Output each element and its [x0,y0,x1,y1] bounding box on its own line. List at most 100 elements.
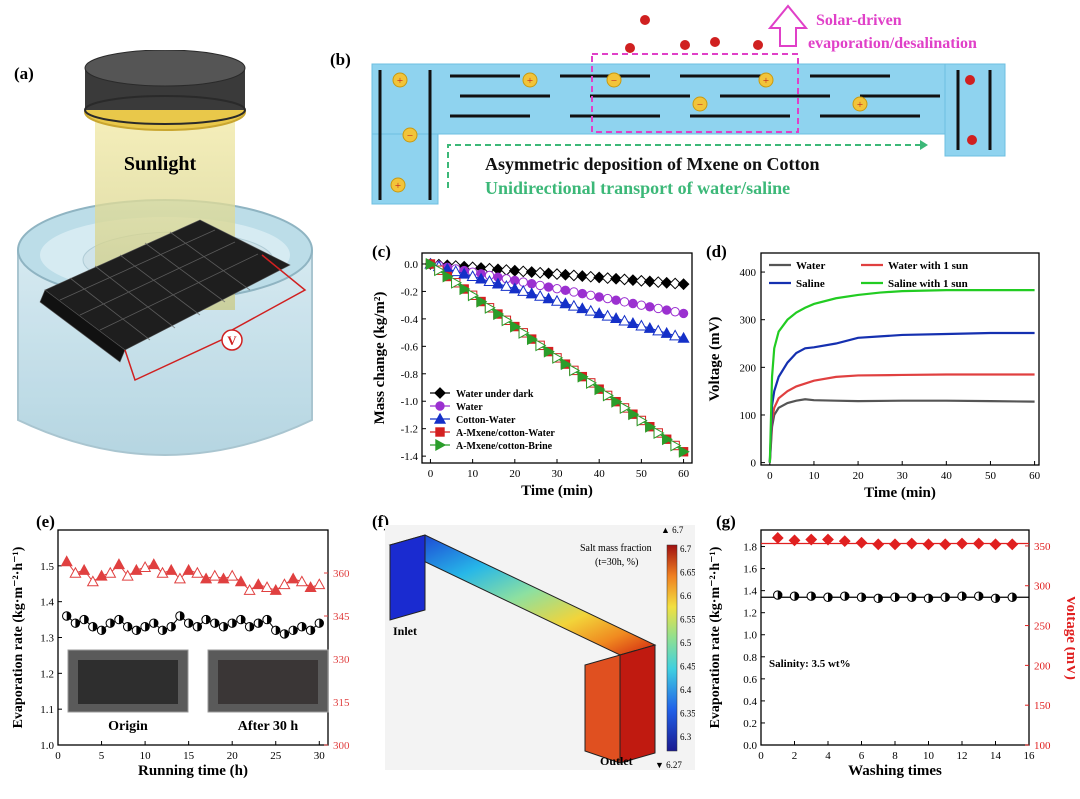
data-point [510,320,522,333]
y2-tick-label: 350 [1034,541,1051,553]
data-point [643,321,656,333]
x-tick-label: 5 [99,750,105,762]
panel-a-illustration: Sunlight V [17,50,313,456]
data-point [670,307,680,317]
data-point [526,279,537,289]
data-point [78,563,91,575]
x-tick-label: 30 [552,468,564,480]
plot-frame [760,252,1040,466]
x-tick-label: 30 [897,470,909,482]
y2-tick-label: 315 [333,697,350,709]
panel-g-label: (g) [716,512,736,531]
transport-arrow [447,144,920,188]
data-point [584,304,597,316]
y-axis-label: Mass change (kg/m²) [372,292,388,425]
data-point-half [127,622,132,631]
data-point-half [110,618,115,628]
y-tick-label: -0.6 [401,341,419,353]
y-tick-label: 1.0 [743,630,757,642]
legend-tick: 6.4 [680,685,692,695]
data-point-half [794,591,799,601]
data-point [466,270,479,282]
data-point [593,271,606,284]
svg-text:−: − [697,99,703,111]
x-tick-label: 12 [957,750,968,762]
data-point [542,267,555,280]
data-point [645,302,655,312]
data-point [534,266,547,279]
panel-b-label: (b) [330,50,351,69]
data-point [610,272,622,285]
data-point [956,537,968,550]
series-line-Water [768,398,1035,463]
data-point [525,266,538,278]
svg-text:+: + [857,99,863,111]
y-tick-label: -0.4 [401,314,419,326]
x-tick-label: 0 [428,468,434,480]
data-point [435,401,445,411]
legend-label: Water under dark [456,389,534,400]
data-point [628,298,638,309]
svg-text:+: + [395,180,401,192]
data-point [234,575,247,587]
data-point [434,264,446,277]
y-tick-label: 1.8 [743,542,757,554]
x-tick-label: 50 [985,470,997,482]
data-point [552,351,564,364]
data-point-half [223,622,228,631]
data-point [500,279,513,291]
legend-marker [433,412,447,424]
x-tick-label: 16 [1024,750,1036,762]
data-point-half [75,618,80,628]
data-point [576,270,589,282]
data-point [435,438,447,452]
data-point [771,532,784,544]
legend-marker [434,387,446,399]
data-point-half [66,611,71,621]
data-point [260,581,274,593]
data-point [635,274,648,287]
x-tick-label: 40 [594,468,606,480]
data-point [652,324,665,336]
x-tick-label: 0 [758,750,764,762]
data-point [626,317,639,328]
y-tick-label: 0.6 [743,674,757,686]
data-point-half [240,615,246,624]
data-point [577,370,589,383]
x-tick-label: 40 [941,470,953,482]
data-point [191,566,204,578]
x-axis-label: Washing times [848,763,942,779]
x-tick-label: 0 [55,750,61,762]
legend-label: A-Mxene/cotton-Water [456,428,555,439]
x-tick-label: 10 [467,468,479,480]
data-point [451,276,462,289]
data-point [467,289,479,302]
data-point-half [844,591,849,601]
data-point-half [945,593,950,602]
data-point [252,578,265,590]
y-tick-label: 0.4 [743,696,757,708]
data-point [476,295,488,308]
data-point [121,569,134,581]
data-point [889,538,901,551]
data-point [542,292,555,304]
data-point [458,267,471,279]
data-point [425,257,437,271]
legend-tick: 6.3 [680,732,692,742]
data-point [551,268,563,280]
data-point-half [197,622,202,631]
data-point-half [911,593,916,602]
y-tick-label: 1.5 [40,561,54,573]
data-point [601,309,614,321]
y2-tick-label: 360 [333,568,350,580]
legend-label: Water [456,402,483,413]
data-point [645,420,657,433]
y-axis-label: Voltage (mV) [707,317,723,402]
data-point [593,307,606,319]
y-tick-label: 0.0 [404,259,418,271]
data-point-half [978,591,983,601]
data-point [586,376,597,389]
data-point [517,284,530,296]
x-tick-label: 10 [140,750,152,762]
data-point [484,301,496,314]
